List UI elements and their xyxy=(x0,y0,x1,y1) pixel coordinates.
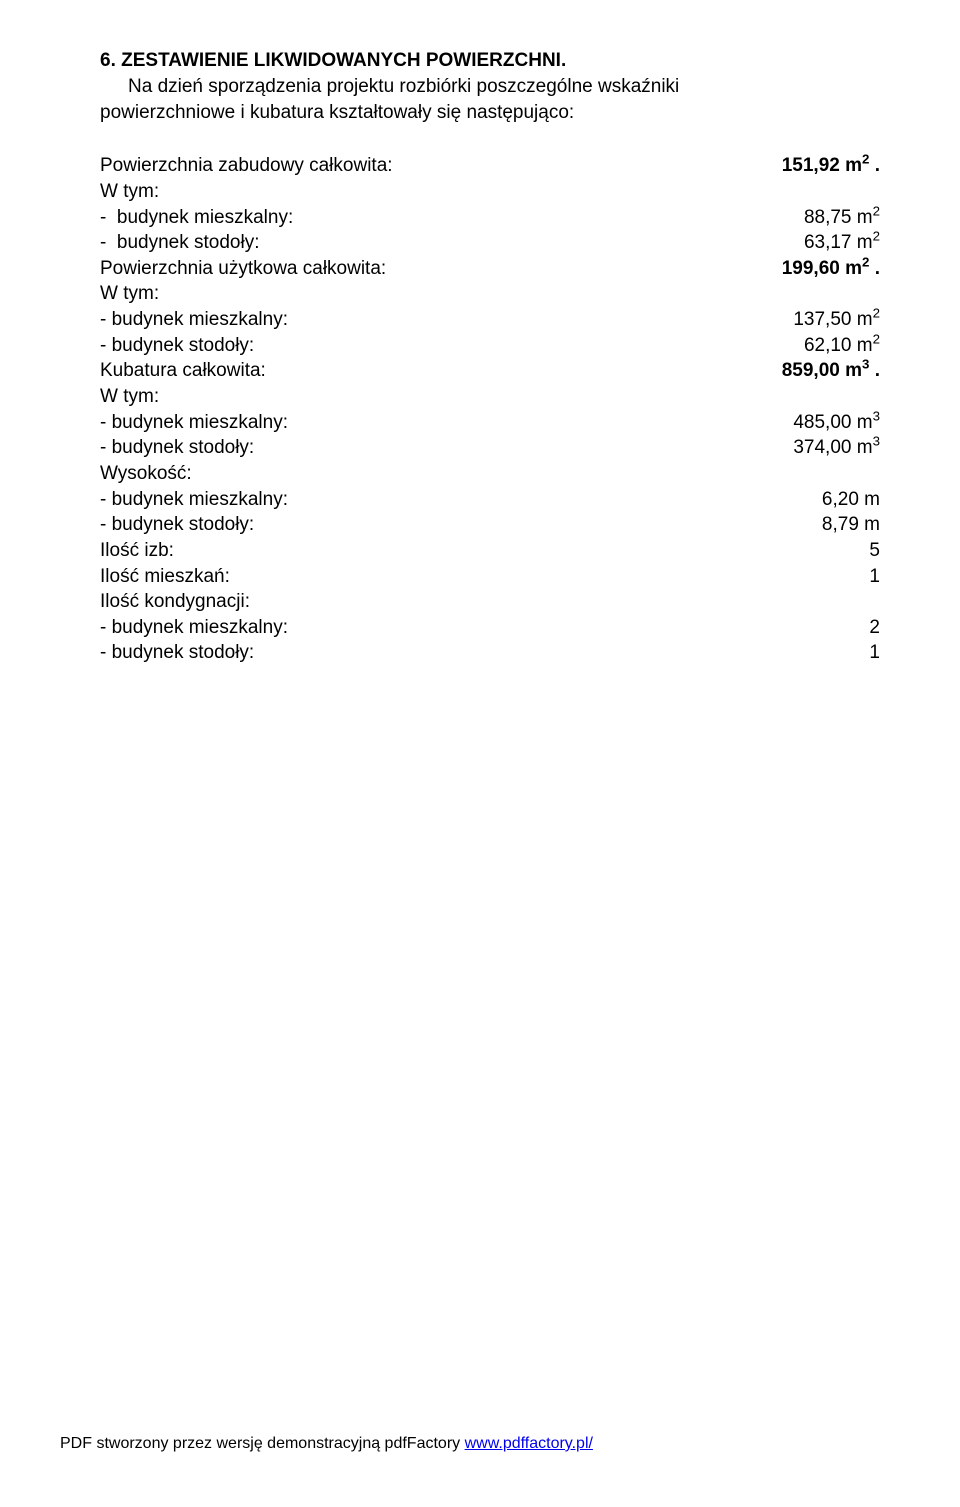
row-label: - budynek mieszkalny: xyxy=(100,410,288,436)
row-label: - budynek mieszkalny: xyxy=(100,307,288,333)
row-label: - budynek stodoły: xyxy=(100,333,254,359)
document-page: 6. ZESTAWIENIE LIKWIDOWANYCH POWIERZCHNI… xyxy=(0,0,960,666)
row-label: - budynek mieszkalny: xyxy=(100,205,293,231)
data-row: - budynek mieszkalny: 6,20 m xyxy=(100,487,880,513)
row-label: - budynek stodoły: xyxy=(100,512,254,538)
unit-superscript: 2 xyxy=(873,331,880,346)
row-value: 859,00 m3 . xyxy=(740,358,880,384)
unit-superscript: 3 xyxy=(862,357,869,372)
row-label: - budynek stodoły: xyxy=(100,640,254,666)
data-row: W tym: xyxy=(100,281,880,307)
unit-superscript: 2 xyxy=(873,306,880,321)
section-heading: 6. ZESTAWIENIE LIKWIDOWANYCH POWIERZCHNI… xyxy=(100,50,880,72)
row-value: 137,50 m2 xyxy=(740,307,880,333)
unit-superscript: 2 xyxy=(862,152,869,167)
row-label: - budynek mieszkalny: xyxy=(100,615,288,641)
data-row: Powierzchnia użytkowa całkowita: 199,60 m… xyxy=(100,256,880,282)
row-value: 8,79 m xyxy=(740,512,880,538)
intro-line-1: Na dzień sporządzenia projektu rozbiórki… xyxy=(128,74,880,100)
section-number: 6. xyxy=(100,50,116,71)
footer-text: PDF stworzony przez wersję demonstracyjn… xyxy=(60,1435,465,1452)
row-value: 5 xyxy=(740,538,880,564)
unit-superscript: 2 xyxy=(873,229,880,244)
row-value: 62,10 m2 xyxy=(740,333,880,359)
data-row: Wysokość: xyxy=(100,461,880,487)
data-row: - budynek mieszkalny: 485,00 m3 xyxy=(100,410,880,436)
unit-superscript: 2 xyxy=(873,203,880,218)
data-table: Powierzchnia zabudowy całkowita: 151,92 m… xyxy=(100,153,880,666)
row-label: Powierzchnia zabudowy całkowita: xyxy=(100,153,393,179)
unit-superscript: 3 xyxy=(873,408,880,423)
row-value: 2 xyxy=(740,615,880,641)
row-value: 1 xyxy=(740,564,880,590)
data-row: - budynek stodoły: 1 xyxy=(100,640,880,666)
row-value: 485,00 m3 xyxy=(740,410,880,436)
row-value: 151,92 m2 . xyxy=(740,153,880,179)
row-value: 88,75 m2 xyxy=(740,205,880,231)
data-row: - budynek stodoły: 62,10 m2 xyxy=(100,333,880,359)
data-row: - budynek stodoły: 63,17 m2 xyxy=(100,230,880,256)
intro-paragraph: Na dzień sporządzenia projektu rozbiórki… xyxy=(100,74,880,125)
row-label: W tym: xyxy=(100,179,159,205)
row-label: Powierzchnia użytkowa całkowita: xyxy=(100,256,386,282)
unit-superscript: 3 xyxy=(873,434,880,449)
data-row: - budynek mieszkalny: 137,50 m2 xyxy=(100,307,880,333)
row-label: W tym: xyxy=(100,281,159,307)
row-value: 63,17 m2 xyxy=(740,230,880,256)
data-row: Ilość mieszkań: 1 xyxy=(100,564,880,590)
row-value: 6,20 m xyxy=(740,487,880,513)
row-label: Kubatura całkowita: xyxy=(100,358,266,384)
row-value: 374,00 m3 xyxy=(740,435,880,461)
row-value: 1 xyxy=(740,640,880,666)
intro-line-2: powierzchniowe i kubatura kształtowały s… xyxy=(100,100,880,126)
row-label: - budynek stodoły: xyxy=(100,230,259,256)
section-title-text: ZESTAWIENIE LIKWIDOWANYCH POWIERZCHNI. xyxy=(121,50,566,71)
data-row: - budynek mieszkalny: 2 xyxy=(100,615,880,641)
data-row: W tym: xyxy=(100,384,880,410)
data-row: Kubatura całkowita: 859,00 m3 . xyxy=(100,358,880,384)
row-label: W tym: xyxy=(100,384,159,410)
row-label: Wysokość: xyxy=(100,461,192,487)
data-row: - budynek stodoły: 8,79 m xyxy=(100,512,880,538)
row-label: - budynek stodoły: xyxy=(100,435,254,461)
data-row: - budynek stodoły: 374,00 m3 xyxy=(100,435,880,461)
data-row: Ilość kondygnacji: xyxy=(100,589,880,615)
row-label: Ilość izb: xyxy=(100,538,174,564)
row-label: - budynek mieszkalny: xyxy=(100,487,288,513)
data-row: Powierzchnia zabudowy całkowita: 151,92 m… xyxy=(100,153,880,179)
row-value: 199,60 m2 . xyxy=(740,256,880,282)
row-label: Ilość mieszkań: xyxy=(100,564,230,590)
data-row: Ilość izb: 5 xyxy=(100,538,880,564)
row-label: Ilość kondygnacji: xyxy=(100,589,250,615)
data-row: W tym: xyxy=(100,179,880,205)
data-row: - budynek mieszkalny: 88,75 m2 xyxy=(100,205,880,231)
pdf-footer: PDF stworzony przez wersję demonstracyjn… xyxy=(60,1435,593,1453)
footer-link[interactable]: www.pdffactory.pl/ xyxy=(465,1435,593,1452)
unit-superscript: 2 xyxy=(862,255,869,270)
